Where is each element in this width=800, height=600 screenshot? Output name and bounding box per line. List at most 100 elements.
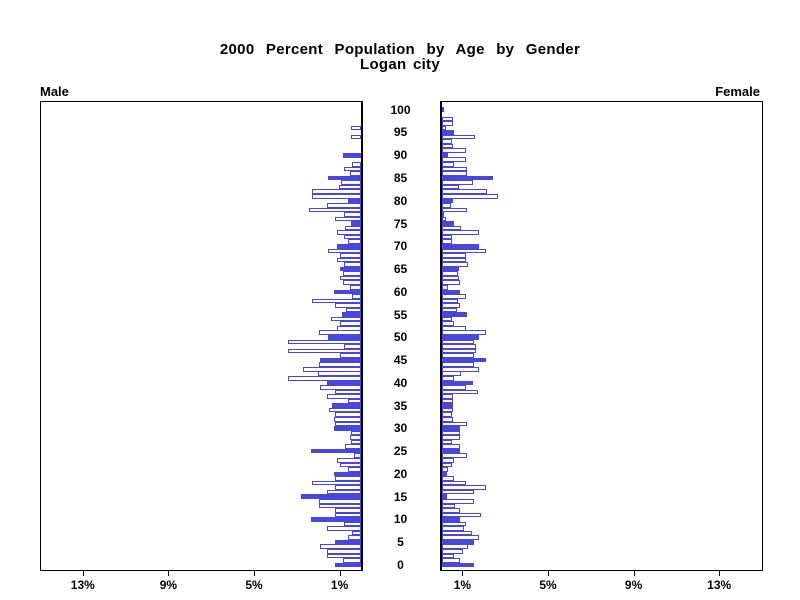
female-pct-tick-1-mark: [462, 570, 464, 576]
bar-male-age-31: [335, 421, 361, 427]
bar-male-age-49: [288, 339, 361, 345]
age-tick-100: 100: [390, 102, 411, 117]
bar-male-age-2: [326, 553, 361, 559]
bar-female-age-45: [442, 357, 486, 363]
bar-female-age-66: [442, 262, 468, 267]
female-pct-tick-1-label: 1%: [453, 578, 472, 592]
bar-female-age-94: [442, 134, 476, 140]
female-pct-tick-13-mark: [719, 570, 721, 576]
bar-male-age-44: [319, 362, 361, 367]
bar-female-age-17: [442, 485, 486, 490]
bar-female-age-58: [442, 298, 459, 304]
bar-male-age-36: [348, 398, 361, 404]
bar-female-age-10: [442, 517, 461, 522]
bar-female-age-75: [442, 221, 454, 226]
bar-male-age-87: [343, 166, 361, 172]
bar-male-age-35: [332, 403, 361, 408]
bar-female-age-64: [442, 271, 459, 276]
bar-female-age-9: [442, 521, 466, 527]
bar-male-age-65: [339, 266, 361, 272]
bar-male-age-77: [343, 212, 361, 217]
bar-female-age-21: [442, 467, 449, 472]
age-tick-15: 15: [393, 489, 408, 504]
bar-female-age-72: [442, 234, 452, 240]
bar-female-age-11: [442, 512, 481, 518]
bar-male-age-43: [303, 366, 361, 372]
bar-male-age-48: [343, 344, 361, 349]
bar-male-age-79: [326, 203, 361, 208]
bar-female-age-84: [442, 180, 474, 185]
male-pct-tick-9-mark: [168, 570, 170, 576]
bar-female-age-91: [442, 148, 466, 153]
age-tick-10: 10: [393, 512, 408, 527]
bar-male-age-57: [335, 303, 361, 308]
bar-male-age-51: [319, 330, 361, 336]
bar-female-age-16: [442, 489, 475, 495]
bar-female-age-44: [442, 362, 475, 367]
bar-female-age-100: [442, 107, 445, 112]
bar-female-age-30: [442, 426, 461, 431]
bar-male-age-16: [326, 489, 361, 495]
bar-female-age-0: [442, 562, 475, 568]
bar-male-age-6: [348, 535, 361, 540]
bar-female-age-1: [442, 558, 461, 563]
bar-female-age-79: [442, 203, 451, 208]
bar-female-age-4: [442, 544, 468, 550]
bar-female-age-96: [442, 125, 447, 131]
bar-male-age-1: [342, 558, 361, 563]
bar-female-age-80: [442, 198, 453, 204]
bar-male-age-58: [311, 298, 361, 304]
bar-male-age-8: [326, 526, 361, 531]
bar-female-age-15: [442, 494, 448, 499]
bar-female-age-73: [442, 230, 480, 235]
male-pct-tick-1-mark: [339, 570, 341, 576]
bar-male-age-33: [335, 412, 361, 418]
male-pct-tick-9-label: 9%: [159, 578, 178, 592]
bar-female-age-46: [442, 353, 475, 358]
bar-male-age-64: [342, 271, 361, 276]
bar-female-age-20: [442, 471, 448, 477]
bar-female-age-82: [442, 189, 487, 194]
bar-female-age-90: [442, 152, 449, 158]
bar-male-age-41: [288, 376, 361, 381]
bar-male-age-90: [342, 152, 361, 158]
age-tick-75: 75: [393, 216, 408, 231]
bar-female-age-2: [442, 553, 454, 559]
bar-male-age-80: [348, 198, 361, 204]
bar-female-age-27: [442, 439, 452, 445]
male-pct-tick-13-mark: [82, 570, 84, 576]
bar-male-age-68: [339, 253, 361, 258]
age-tick-30: 30: [393, 421, 408, 436]
bar-female-age-18: [442, 480, 466, 486]
bar-female-age-70: [442, 243, 480, 249]
bar-female-age-6: [442, 535, 480, 540]
bar-female-age-5: [442, 539, 475, 545]
bar-female-age-41: [442, 376, 454, 381]
bar-female-age-42: [442, 371, 462, 377]
bar-male-age-22: [339, 462, 361, 468]
bar-female-age-19: [442, 476, 454, 481]
bar-male-age-39: [320, 385, 361, 390]
female-pct-tick-5-label: 5%: [539, 578, 557, 592]
bar-male-age-55: [341, 312, 361, 317]
bar-female-age-49: [442, 339, 475, 345]
bar-female-age-25: [442, 448, 461, 454]
bar-female-age-47: [442, 348, 477, 354]
bar-male-age-24: [353, 453, 361, 459]
bar-male-age-3: [326, 549, 361, 554]
bar-male-age-60: [334, 289, 361, 295]
bar-male-age-96: [351, 125, 361, 131]
bar-male-age-13: [319, 503, 361, 509]
female-panel: [440, 101, 763, 571]
bar-female-age-67: [442, 257, 466, 263]
bar-female-age-62: [442, 280, 461, 285]
bar-female-age-12: [442, 508, 461, 513]
bar-male-age-82: [311, 189, 361, 194]
bar-male-age-30: [334, 426, 361, 431]
bar-male-age-71: [348, 239, 361, 245]
bar-male-age-21: [348, 467, 361, 472]
bar-female-age-38: [442, 389, 479, 395]
bar-male-age-20: [334, 471, 361, 477]
bar-female-age-56: [442, 307, 457, 313]
